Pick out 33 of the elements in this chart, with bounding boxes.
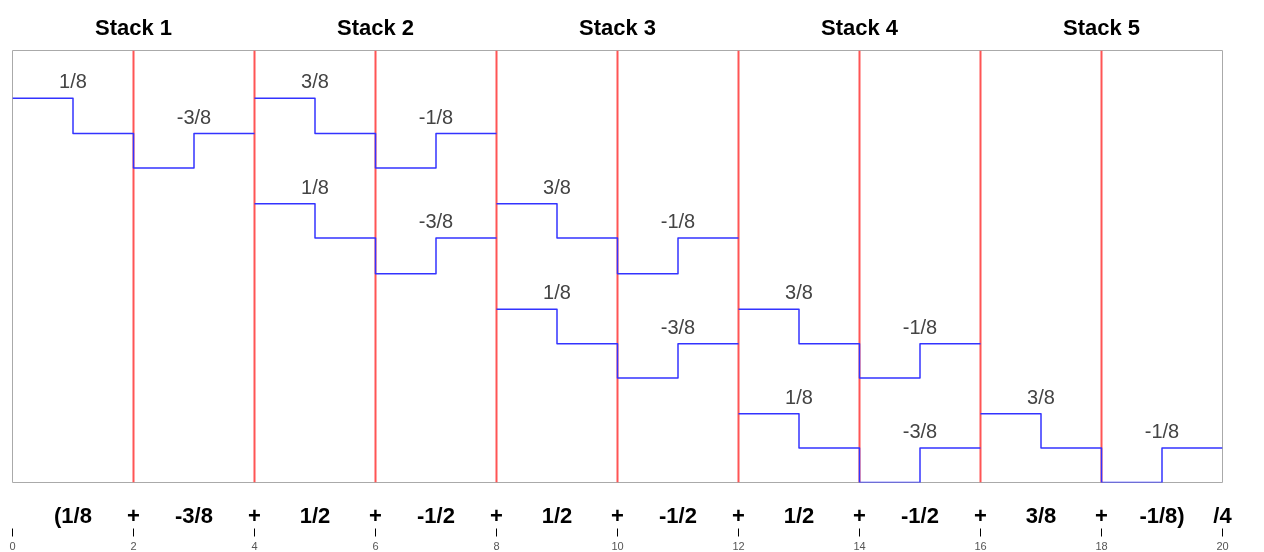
annotation: 1/8 [59, 70, 87, 93]
annotation: -3/8 [660, 315, 696, 338]
x-tick-label: 18 [1095, 539, 1108, 552]
annotation: -3/8 [176, 105, 212, 128]
x-tick-label: 0 [9, 539, 16, 552]
x-tick-label: 16 [974, 539, 987, 552]
x-tick-label: 20 [1216, 539, 1229, 552]
text: Stack 2 [336, 14, 415, 40]
x-tick-label: 6 [372, 539, 379, 552]
text: Stack 1 [94, 14, 173, 40]
annotation: 3/8 [785, 281, 813, 304]
annotation: 1/8 [301, 175, 329, 198]
x-tick-label: 4 [251, 539, 258, 552]
text: Stack 3 [578, 14, 657, 40]
annotation: 3/8 [1027, 385, 1055, 408]
annotation: -1/8 [1144, 419, 1180, 442]
annotation: 1/8 [785, 385, 813, 408]
annotation: -3/8 [902, 419, 938, 442]
annotation: -1/8 [902, 315, 938, 338]
x-tick-label: 10 [611, 539, 624, 552]
annotation: -3/8 [418, 210, 454, 233]
text: Stack 5 [1062, 14, 1141, 40]
text: Stack 4 [820, 14, 899, 40]
annotation: 3/8 [543, 175, 571, 198]
annotation: 3/8 [301, 70, 329, 93]
annotation: 1/8 [543, 281, 571, 304]
annotation: -1/8 [660, 210, 696, 233]
text: (1/8 + -3/8 + 1/2 + -1/2 + 1/2 + -1/2 + 1/2 + -1/2 + 3/8 + -1/8) /4 [54, 502, 1232, 528]
x-tick-label: 8 [493, 539, 500, 552]
x-tick-label: 2 [130, 539, 137, 552]
x-tick-label: 14 [853, 539, 866, 552]
annotation: -1/8 [418, 105, 454, 128]
x-tick-label: 12 [732, 539, 745, 552]
